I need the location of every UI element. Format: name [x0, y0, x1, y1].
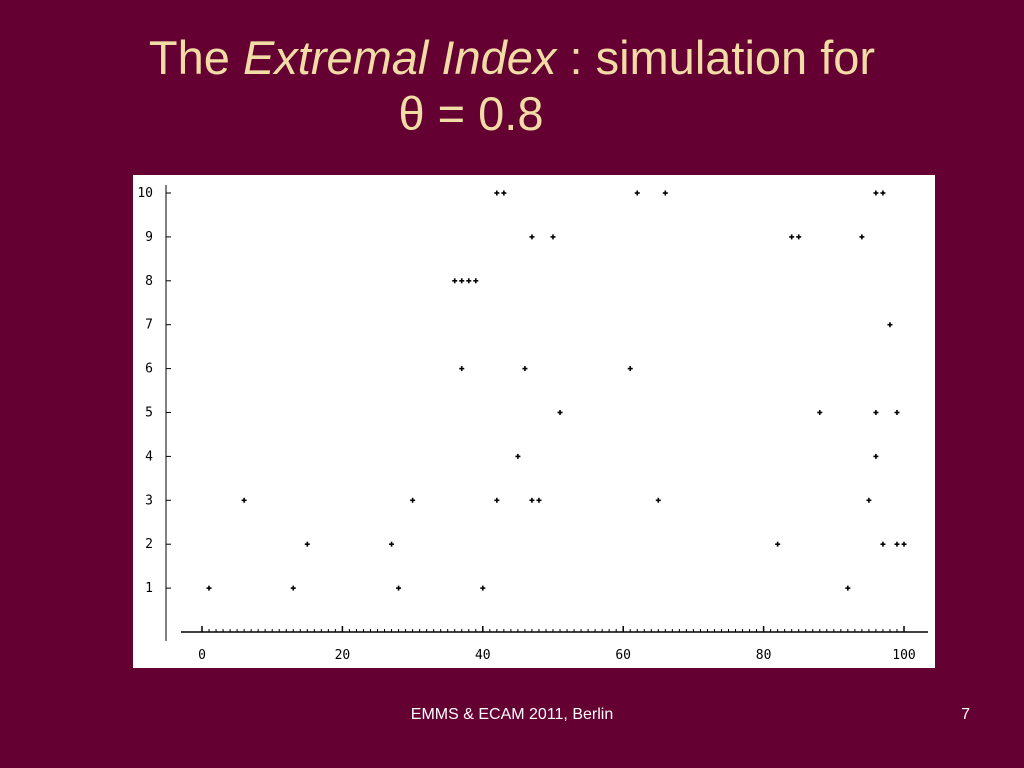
x-tick-label: 80 [756, 648, 772, 663]
data-point [873, 190, 879, 196]
data-point [887, 322, 893, 328]
data-point [655, 497, 661, 503]
scatter-plot-svg: 0 20 40 60 80 100 1 2 3 4 5 6 7 8 9 10 [137, 185, 928, 663]
data-point [536, 497, 542, 503]
data-point [466, 278, 472, 284]
x-tick-label: 0 [198, 648, 206, 663]
title-prefix: The [148, 31, 243, 84]
y-tick-label: 3 [145, 493, 153, 508]
data-point [845, 585, 851, 591]
data-point [817, 410, 823, 415]
data-point [494, 497, 500, 503]
scatter-chart: 0 20 40 60 80 100 1 2 3 4 5 6 7 8 9 10 [133, 175, 935, 668]
data-point [389, 541, 395, 547]
data-point [859, 234, 865, 240]
data-point [894, 541, 900, 547]
data-point [480, 585, 486, 591]
title-italic: Extremal Index [242, 31, 557, 84]
page-number: 7 [961, 706, 970, 723]
title-suffix: : simulation for [556, 31, 876, 84]
data-point [901, 541, 907, 547]
y-tick-label: 10 [137, 186, 153, 201]
data-point [522, 366, 528, 372]
data-point [894, 410, 900, 415]
data-point [627, 366, 633, 372]
data-point [529, 234, 535, 240]
data-point [873, 410, 879, 415]
data-point [206, 585, 212, 591]
data-point [494, 190, 500, 196]
y-tick-label: 7 [145, 318, 153, 333]
y-tick-label: 5 [145, 406, 153, 421]
data-point [459, 366, 465, 372]
data-point [396, 585, 402, 591]
y-tick-label: 6 [145, 362, 153, 377]
data-point [304, 541, 310, 547]
data-point [634, 190, 640, 196]
title-line2: θ = 0.8 [398, 87, 544, 140]
data-point [550, 234, 556, 240]
data-point [452, 278, 458, 284]
data-point [410, 497, 416, 503]
x-tick-label: 40 [475, 648, 491, 663]
data-point [662, 190, 668, 196]
slide-title: The Extremal Index : simulation for θ = … [0, 30, 1024, 142]
y-tick-label: 1 [145, 581, 153, 596]
x-tick-label: 20 [335, 648, 351, 663]
data-point [873, 453, 879, 459]
data-point [459, 278, 465, 284]
x-tick-label: 100 [892, 648, 915, 663]
x-tick-label: 60 [615, 648, 631, 663]
data-point [501, 190, 507, 196]
data-point [866, 497, 872, 503]
data-point [775, 541, 781, 547]
data-point [241, 497, 247, 503]
data-point [796, 234, 802, 240]
data-point [880, 190, 886, 196]
data-point [880, 541, 886, 547]
slide-footer: EMMS & ECAM 2011, Berlin [410, 706, 614, 723]
data-point [529, 497, 535, 503]
data-point [515, 453, 521, 459]
data-point [789, 234, 795, 240]
y-tick-label: 4 [145, 449, 153, 464]
data-point [557, 410, 563, 415]
y-tick-label: 8 [145, 274, 153, 289]
y-tick-label: 9 [145, 230, 153, 245]
data-point [473, 278, 479, 284]
data-point [290, 585, 296, 591]
y-tick-label: 2 [145, 537, 153, 552]
